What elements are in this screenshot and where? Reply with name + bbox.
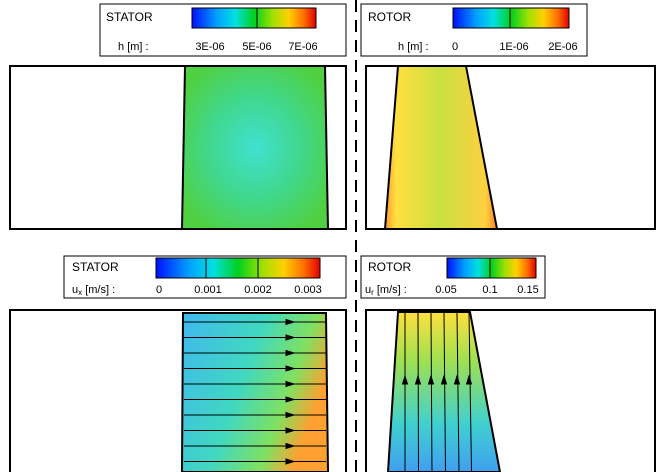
quantity: ux [m/s] : — [72, 284, 115, 297]
quantity: ur [m/s] : — [365, 284, 407, 297]
streamline — [285, 380, 296, 388]
streamline — [285, 411, 296, 419]
tick-label: 7E-06 — [288, 41, 317, 53]
tick-label: 0.003 — [294, 284, 322, 296]
tick-label: 1E-06 — [499, 41, 528, 53]
tick-label: 0.002 — [244, 284, 272, 296]
tick-label: 0.05 — [435, 284, 456, 296]
tick-label: 0.1 — [482, 284, 497, 296]
streamline — [401, 374, 409, 385]
quantity: h [m] : — [398, 41, 429, 53]
top-panel — [9, 65, 656, 230]
streamline — [285, 365, 296, 372]
legend: STATOR h [m] : 3E-06 5E-06 7E-06 — [99, 3, 347, 57]
legend: STATOR ux [m/s] : 0 0.001 0.002 0.003 — [63, 255, 347, 299]
streamline — [440, 374, 448, 385]
streamline — [285, 458, 296, 465]
tick-label: 3E-06 — [195, 41, 224, 53]
bottom-panel — [9, 309, 656, 472]
streamline — [285, 442, 296, 450]
legend: ROTOR h [m] : 0 1E-06 2E-06 — [360, 3, 588, 57]
streamline — [414, 374, 422, 385]
streamline — [285, 334, 296, 341]
streamline — [417, 312, 419, 472]
tick-label: 2E-06 — [548, 41, 577, 53]
tick-label: 5E-06 — [242, 41, 271, 53]
streamline — [453, 374, 461, 385]
part-label: STATOR — [106, 10, 153, 24]
streamline — [456, 312, 460, 472]
part-label: ROTOR — [368, 10, 411, 24]
tick-label: 0 — [156, 284, 162, 296]
streamline — [285, 427, 296, 434]
streamline — [285, 396, 296, 403]
legend: ROTOR ur [m/s] : 0.05 0.1 0.15 — [360, 255, 546, 299]
streamline — [285, 318, 296, 326]
tick-label: 0.001 — [194, 284, 222, 296]
part-label: STATOR — [72, 260, 119, 274]
streamline — [285, 349, 296, 357]
streamline — [427, 374, 435, 385]
quantity: h [m] : — [118, 41, 149, 53]
streamline — [443, 312, 446, 472]
streamline — [465, 374, 473, 385]
part-label: ROTOR — [368, 260, 411, 274]
tick-label: 0 — [452, 41, 458, 53]
streamline — [468, 312, 472, 472]
streamline — [430, 312, 433, 472]
tick-label: 0.15 — [517, 284, 538, 296]
